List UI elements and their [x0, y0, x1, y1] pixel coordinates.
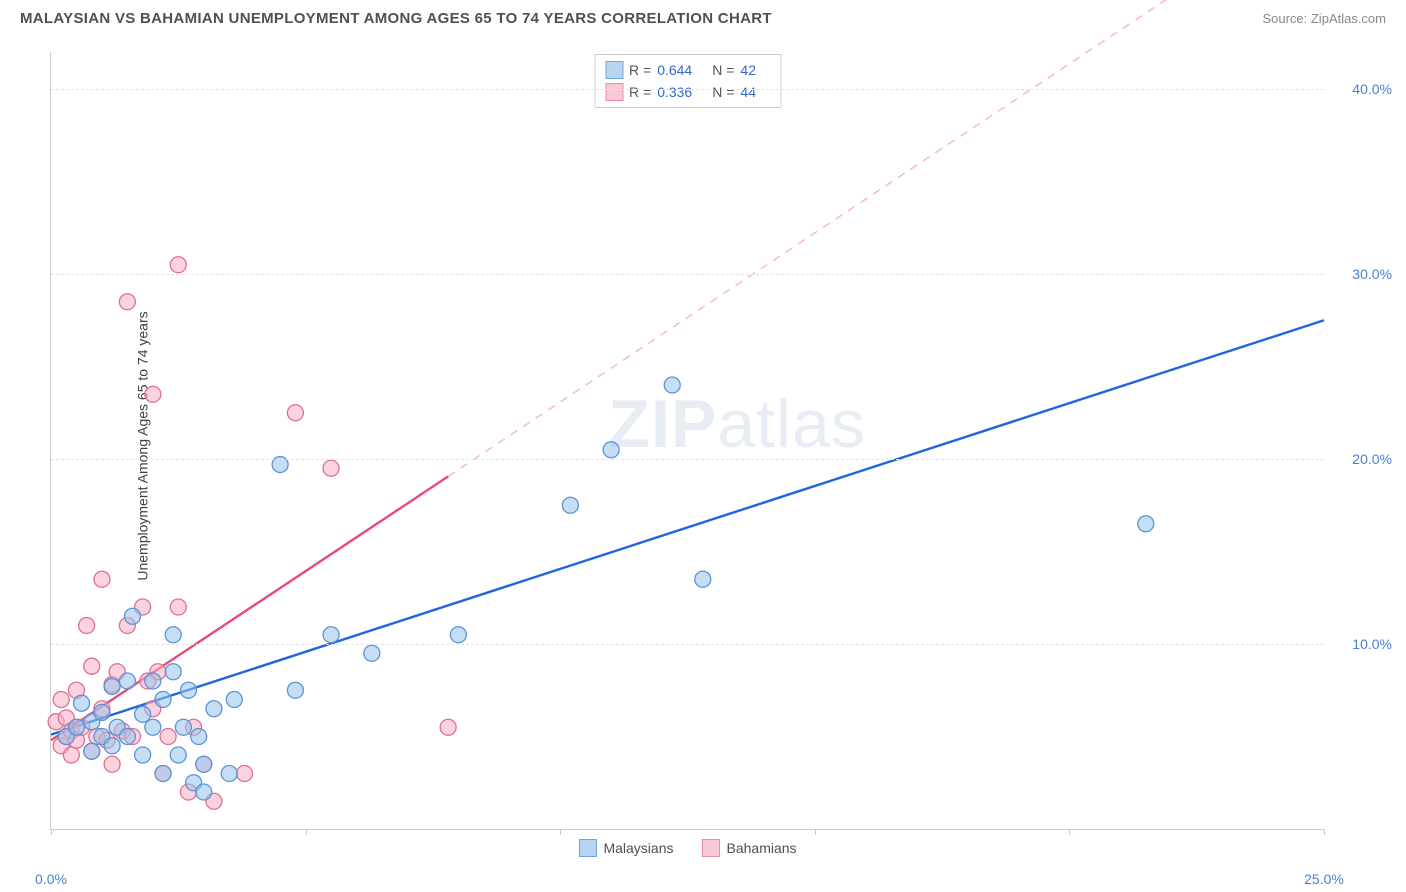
series-legend: Malaysians Bahamians [578, 839, 796, 857]
chart-plot-area: ZIPatlas R =0.644N =42R =0.336N =44 Mala… [50, 52, 1324, 830]
grid-line [51, 274, 1324, 275]
grid-line [51, 644, 1324, 645]
chart-title: MALAYSIAN VS BAHAMIAN UNEMPLOYMENT AMONG… [20, 10, 772, 27]
y-tick-label: 30.0% [1352, 266, 1392, 282]
x-tick [560, 829, 561, 835]
x-tick [51, 829, 52, 835]
legend-item: Malaysians [578, 839, 673, 857]
grid-line [51, 89, 1324, 90]
x-tick [1069, 829, 1070, 835]
grid-line [51, 459, 1324, 460]
legend-item: Bahamians [701, 839, 796, 857]
y-tick-label: 40.0% [1352, 81, 1392, 97]
x-tick [815, 829, 816, 835]
y-tick-label: 20.0% [1352, 451, 1392, 467]
x-tick [306, 829, 307, 835]
x-tick-label: 25.0% [1304, 871, 1344, 887]
y-tick-label: 10.0% [1352, 636, 1392, 652]
x-tick-label: 0.0% [35, 871, 67, 887]
source-attribution: Source: ZipAtlas.com [1262, 11, 1386, 26]
scatter-plot-svg [51, 52, 1324, 829]
x-tick [1324, 829, 1325, 835]
